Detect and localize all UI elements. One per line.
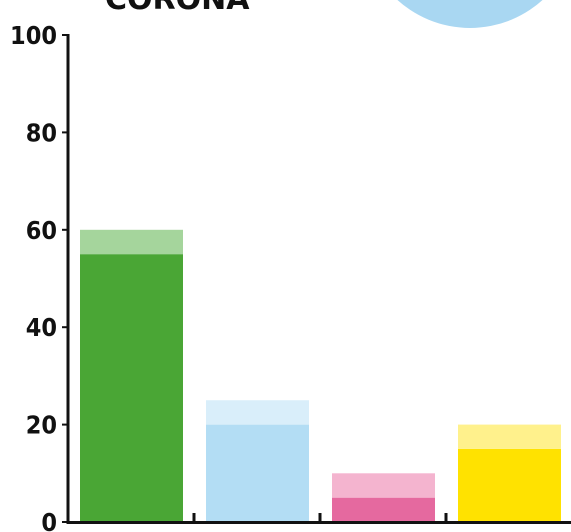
bar-top-2 [206, 400, 309, 425]
bar-top-3 [332, 473, 435, 498]
bar-base-2 [206, 424, 309, 522]
y-tick-label-60: 60 [26, 216, 57, 245]
bar-top-4 [458, 424, 561, 449]
bar-base-3 [332, 497, 435, 522]
chart-title: CORONA [105, 0, 250, 17]
y-tick-label-100: 100 [10, 21, 57, 50]
y-tick-label-20: 20 [26, 411, 57, 440]
y-tick-label-80: 80 [26, 118, 57, 147]
axes-group [66, 34, 571, 524]
y-ticks-group: 0 20 40 60 80 100 [10, 21, 68, 532]
bar-base-1 [80, 254, 183, 522]
y-tick-label-40: 40 [26, 313, 57, 342]
bar-top-1 [80, 229, 183, 255]
decorative-circle [397, 0, 543, 28]
bar-base-4 [458, 448, 561, 522]
bars-group [80, 229, 561, 522]
y-tick-label-0: 0 [41, 508, 57, 532]
